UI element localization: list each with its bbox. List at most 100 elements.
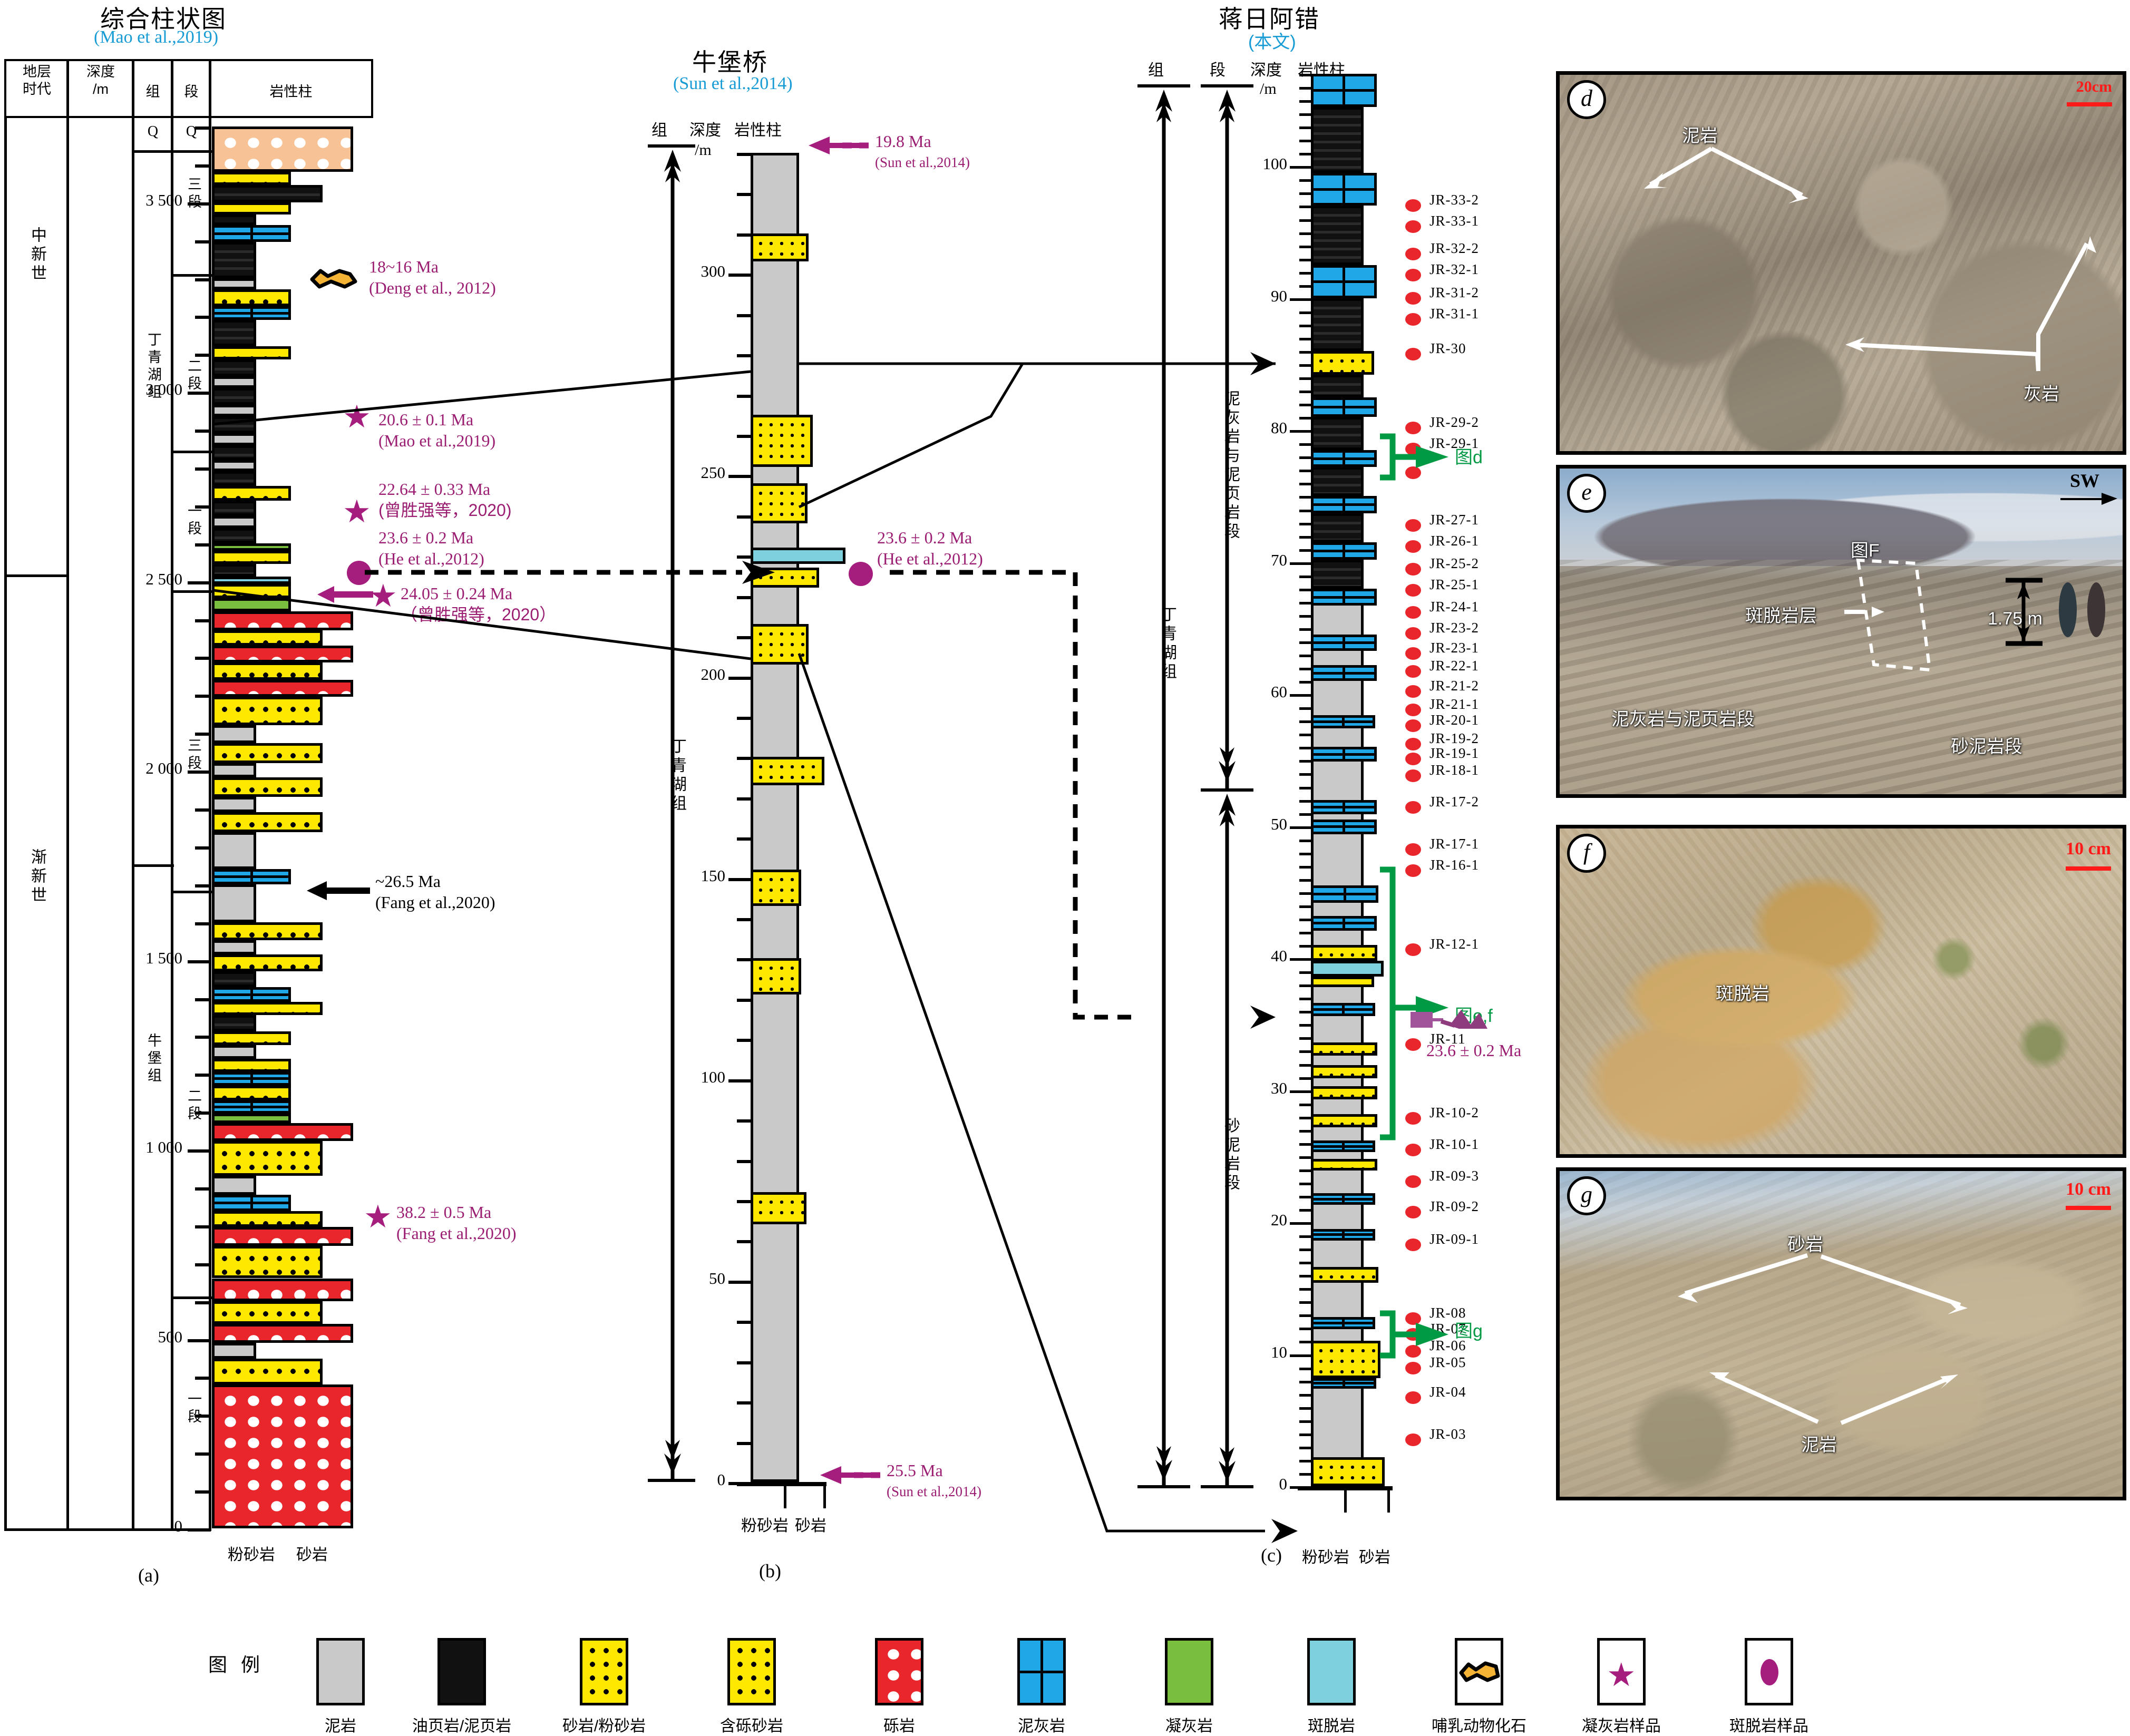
lith-bed-c — [1311, 206, 1364, 266]
annotation-a-4-line1: 23.6 ± 0.2 Ma — [378, 528, 474, 547]
depth-tick-c — [1299, 1301, 1313, 1304]
depth-tick-a — [195, 733, 211, 736]
lith-bed-a — [212, 1176, 256, 1195]
panel-a-header-epoch: 地层 时代 — [7, 63, 66, 98]
panel-a-header-lithcol: 岩性柱 — [269, 84, 313, 100]
lith-bed-c — [1311, 1158, 1377, 1171]
lith-bed-c — [1311, 1317, 1375, 1329]
panel-b-header-formation: 组 — [651, 122, 667, 139]
depth-label-b: 100 — [701, 1067, 726, 1086]
sample-label: JR-29-2 — [1429, 414, 1479, 430]
col-a-sep-3 — [171, 118, 173, 1530]
lith-bed-a — [212, 405, 256, 416]
depth-tick-c — [1299, 932, 1313, 935]
sample-dot — [1405, 719, 1421, 732]
photo-d: d 20cm 泥岩 灰岩 — [1556, 71, 2126, 455]
lith-bed-a — [212, 971, 256, 988]
annotation-a-2-line2: (Mao et al.,2019) — [378, 431, 496, 450]
depth-tick-c — [1299, 588, 1313, 591]
lith-bed-b — [751, 233, 809, 262]
tuff-star-icon-a2: ★ — [343, 494, 371, 529]
depth-tick-a — [195, 884, 211, 887]
depth-tick-c — [1290, 826, 1313, 829]
depth-tick-c — [1299, 271, 1313, 275]
photo-label-e: e — [1567, 474, 1606, 513]
member-divider-3 — [171, 451, 212, 453]
photo-e-annotation-sandmud-member: 砂泥岩段 — [1951, 737, 2022, 757]
legend-swatch-tuff-sample — [1597, 1638, 1646, 1705]
lith-bed-c — [1311, 747, 1377, 762]
annotation-a-5: 24.05 ± 0.24 Ma （曾胜强等，2020） — [401, 583, 556, 625]
photo-label-g: g — [1567, 1176, 1606, 1215]
panel-b-annotation-1-line1: 19.8 Ma — [875, 132, 931, 151]
lith-bed-a — [212, 1123, 353, 1142]
depth-tick-c — [1299, 179, 1313, 182]
depth-tick-b — [728, 676, 753, 680]
depth-tick-a — [188, 960, 211, 963]
sample-dot — [1405, 220, 1421, 233]
depth-tick-c — [1299, 1420, 1313, 1423]
arrow-icon-a-265 — [307, 881, 370, 900]
legend-label-oil-shale: 油页岩/泥页岩 — [412, 1718, 512, 1735]
sample-label: JR-23-1 — [1429, 640, 1479, 656]
depth-tick-a — [195, 505, 211, 509]
panel-c-annotation-age: 23.6 ± 0.2 Ma — [1426, 1041, 1522, 1060]
epoch-label-miocene: 中新世 — [28, 227, 46, 284]
photo-ref-bracket-d — [1380, 433, 1448, 481]
lith-bed-c — [1311, 961, 1384, 977]
panel-c-title: 蒋日阿错 — [1219, 5, 1320, 33]
lith-bed-a — [212, 214, 256, 225]
sample-label: JR-33-1 — [1429, 213, 1479, 229]
depth-tick-b — [737, 555, 753, 559]
lith-bed-c — [1311, 1140, 1375, 1153]
sample-label: JR-25-1 — [1429, 577, 1479, 592]
depth-tick-c — [1299, 285, 1313, 288]
depth-tick-b — [737, 757, 753, 760]
lith-bed-a — [212, 1384, 353, 1528]
header-depth-l1: 深度 — [86, 64, 115, 80]
sample-label: JR-03 — [1429, 1426, 1466, 1442]
lith-bed-c — [1311, 1267, 1378, 1283]
annotation-a-6: ~26.5 Ma (Fang et al.,2020) — [375, 871, 495, 913]
lith-bed-a — [212, 1141, 323, 1176]
depth-label-b: 50 — [709, 1269, 725, 1288]
lith-bed-a — [212, 485, 291, 501]
depth-tick-c — [1299, 641, 1313, 644]
lith-bed-a — [212, 528, 256, 543]
sample-dot — [1405, 540, 1421, 553]
annotation-a-4-line2: (He et al.,2012) — [378, 549, 484, 568]
sample-dot — [1405, 647, 1421, 660]
panel-b-annotation-2-line1: 23.6 ± 0.2 Ma — [877, 528, 972, 547]
panel-b-bottom-label-siltstone: 粉砂岩 — [741, 1517, 789, 1535]
lith-bed-c — [1311, 885, 1378, 903]
sample-dot — [1405, 843, 1421, 856]
depth-tick-c — [1290, 166, 1313, 169]
panel-c-member-label-marl: 泥灰岩与泥页岩段 — [1222, 390, 1239, 542]
member-divider-1 — [171, 150, 212, 153]
depth-tick-c — [1299, 879, 1313, 882]
photo-e: e SW 图F 斑脱岩层 1.75 m 泥灰岩与泥页岩段 砂泥岩段 — [1556, 465, 2126, 798]
sample-label: JR-27-1 — [1429, 512, 1479, 528]
sample-label: JR-10-2 — [1429, 1105, 1479, 1120]
annotation-a-3-line2: (曾胜强等，2020) — [378, 501, 512, 520]
photo-e-annotation-figF: 图F — [1851, 541, 1880, 561]
lith-bed-a — [212, 306, 291, 320]
lith-bed-a — [212, 1015, 256, 1031]
lith-bed-a — [212, 884, 256, 922]
photo-g-scale-text: 10 cm — [2066, 1179, 2111, 1199]
depth-label-c: 40 — [1271, 947, 1287, 965]
lith-bed-a — [212, 832, 256, 870]
panel-a-title: 综合柱状图 — [100, 5, 227, 33]
hdr-sep-3 — [171, 59, 173, 118]
lith-bed-a — [212, 812, 323, 832]
depth-tick-b — [737, 1401, 753, 1405]
sample-label: JR-08 — [1429, 1305, 1466, 1321]
lith-bed-a — [212, 1071, 291, 1086]
lith-bed-c — [1311, 513, 1364, 543]
lith-bed-b — [751, 1192, 806, 1224]
depth-tick-a — [195, 808, 211, 812]
depth-tick-b — [737, 193, 753, 197]
depth-tick-c — [1290, 694, 1313, 697]
depth-tick-c — [1299, 655, 1313, 658]
lith-bed-c — [1311, 1114, 1377, 1127]
